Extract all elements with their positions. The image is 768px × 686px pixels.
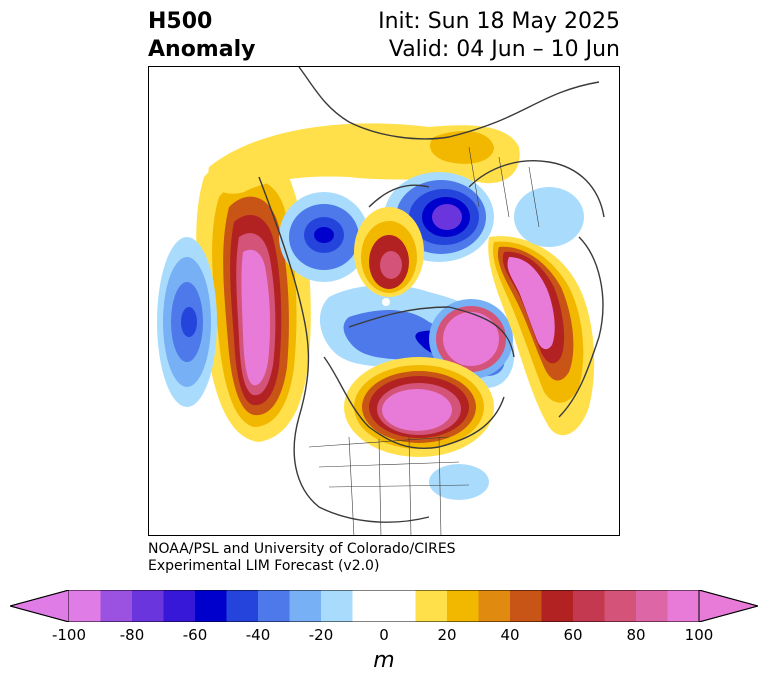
- colorbar-tick-label: 80: [626, 626, 646, 644]
- colorbar-swatch: [100, 590, 133, 622]
- colorbar-swatch: [573, 590, 605, 622]
- colorbar-min-extend: [10, 590, 70, 622]
- ne-pacific-trough: [157, 237, 217, 407]
- colorbar-swatch: [510, 590, 542, 622]
- colorbar-tick-label: 60: [563, 626, 583, 644]
- colorbar-swatch: [541, 590, 574, 622]
- colorbar-swatch: [258, 590, 290, 622]
- colorbar-swatch: [132, 590, 164, 622]
- nw-canada-trough: [279, 192, 369, 282]
- colorbar-swatch: [667, 590, 700, 622]
- valid-range: Valid: 04 Jun – 10 Jun: [388, 37, 620, 62]
- colorbar-tick-label: 40: [500, 626, 520, 644]
- colorbar-swatch: [321, 590, 353, 622]
- atlantic-trough: [429, 464, 489, 500]
- labrador-ridge: [429, 299, 513, 379]
- europe-ridge: [488, 236, 595, 436]
- credit-line-2: Experimental LIM Forecast (v2.0): [148, 558, 380, 574]
- colorbar: [10, 590, 758, 622]
- map-panel: [148, 66, 620, 536]
- colorbar-swatch: [289, 590, 322, 622]
- colorbar-swatch: [226, 590, 259, 622]
- colorbar-swatch: [447, 590, 479, 622]
- colorbar-tick-label: 20: [437, 626, 457, 644]
- colorbar-tick-label: 0: [379, 626, 389, 644]
- colorbar-tick-label: -80: [119, 626, 145, 644]
- field-title: H500: [148, 9, 213, 34]
- title-block-left: H500 Anomaly: [148, 8, 255, 64]
- coastlines: [258, 67, 605, 523]
- colorbar-max-extend: [698, 590, 758, 622]
- colorbar-unit-label: m: [373, 648, 395, 673]
- colorbar-swatch: [352, 590, 385, 622]
- title-block-right: Init: Sun 18 May 2025 Valid: 04 Jun – 10…: [378, 8, 620, 64]
- colorbar-tick-label: -60: [182, 626, 208, 644]
- east-canada-ridge: [344, 357, 494, 457]
- colorbar-tick-label: -20: [308, 626, 334, 644]
- colorbar-tick-label: 100: [684, 626, 714, 644]
- colorbar-swatch: [478, 590, 511, 622]
- credit-line-1: NOAA/PSL and University of Colorado/CIRE…: [148, 541, 456, 557]
- colorbar-swatch: [69, 590, 101, 622]
- colorbar-ticks: -100 -80 -60 -40 -20 0 20 40 60 80 100: [0, 626, 768, 646]
- colorbar-swatch: [384, 590, 416, 622]
- field-subtitle: Anomaly: [148, 37, 256, 62]
- colorbar-swatch: [636, 590, 668, 622]
- colorbar-tick-label: -100: [51, 626, 87, 644]
- central-ridge: [354, 207, 424, 297]
- credit-text: NOAA/PSL and University of Colorado/CIRE…: [148, 541, 456, 575]
- siberia-trough: [514, 187, 584, 247]
- init-date: Init: Sun 18 May 2025: [378, 9, 620, 34]
- admin-borders: [308, 146, 540, 535]
- colorbar-swatch: [195, 590, 227, 622]
- colorbar-swatch: [163, 590, 196, 622]
- colorbar-swatch: [415, 590, 448, 622]
- map-svg: [157, 67, 605, 535]
- colorbar-tick-label: -40: [245, 626, 271, 644]
- colorbar-swatch: [604, 590, 637, 622]
